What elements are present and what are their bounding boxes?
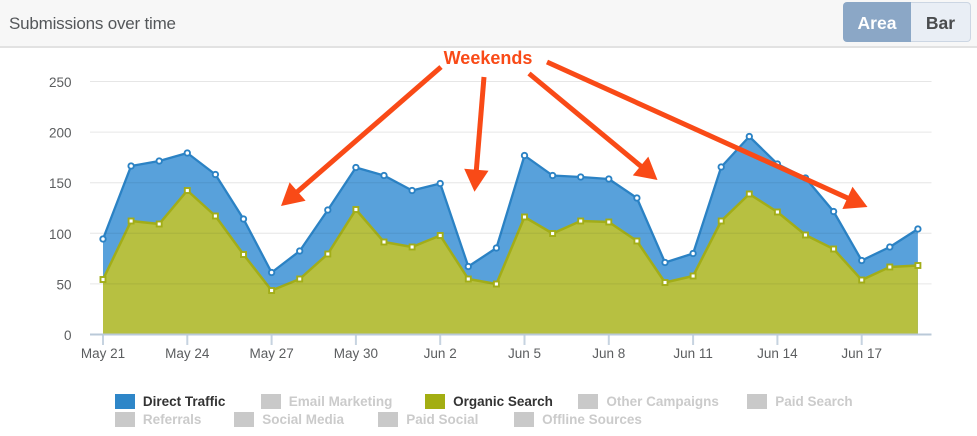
svg-text:May 21: May 21: [81, 346, 125, 361]
svg-text:Jun 14: Jun 14: [757, 346, 798, 361]
svg-text:May 30: May 30: [334, 346, 378, 361]
svg-text:200: 200: [49, 126, 72, 141]
svg-text:Jun 2: Jun 2: [424, 346, 457, 361]
svg-text:Jun 17: Jun 17: [841, 346, 882, 361]
svg-text:May 24: May 24: [165, 346, 210, 361]
svg-text:Weekends: Weekends: [444, 48, 533, 68]
svg-text:Jun 11: Jun 11: [673, 346, 713, 361]
svg-text:Jun 8: Jun 8: [592, 346, 625, 361]
svg-text:0: 0: [64, 328, 72, 343]
svg-text:50: 50: [56, 277, 71, 292]
svg-text:May 27: May 27: [249, 346, 293, 361]
svg-text:250: 250: [49, 75, 72, 90]
svg-text:100: 100: [49, 227, 72, 242]
svg-text:Jun 5: Jun 5: [508, 346, 541, 361]
svg-text:150: 150: [49, 176, 72, 191]
